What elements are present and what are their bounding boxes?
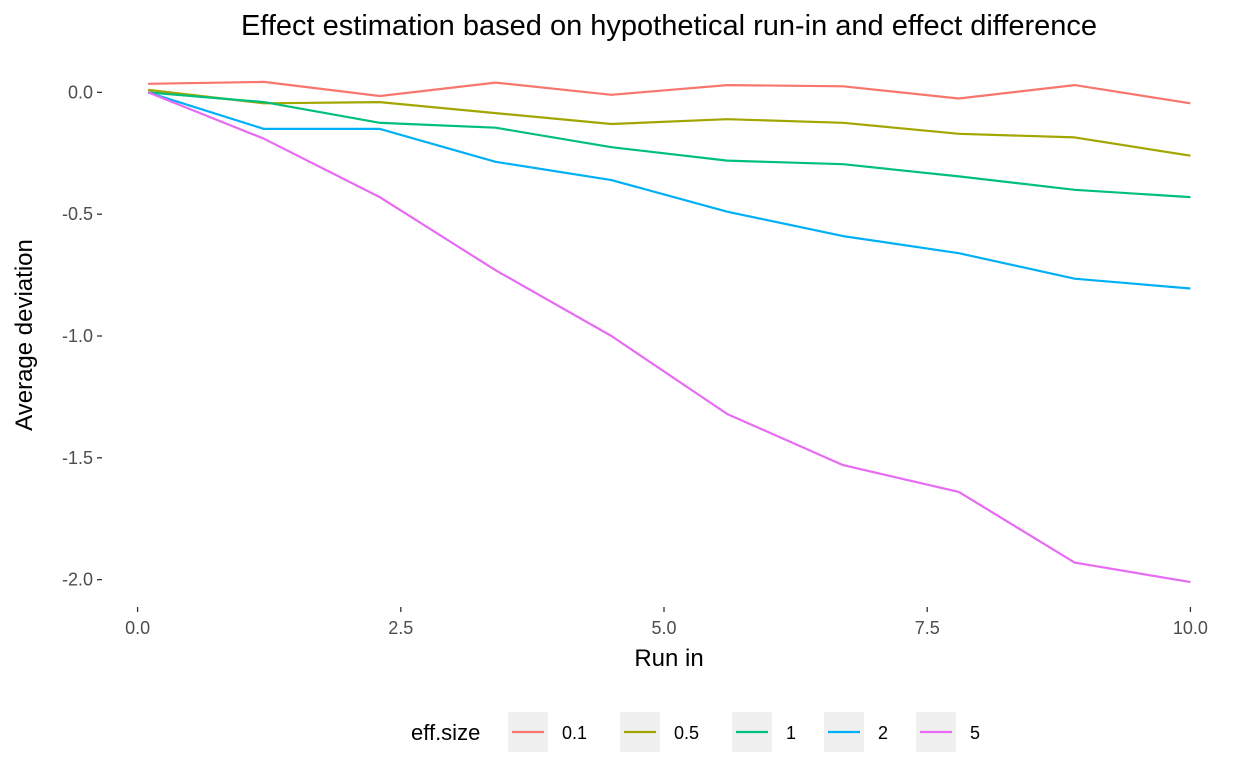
- series-line-0-5: [147, 88, 1191, 157]
- legend-item: 2: [824, 712, 888, 752]
- x-tick-label: 5.0: [651, 618, 676, 638]
- legend-label: 0.5: [674, 723, 699, 743]
- x-tick-label: 0.0: [125, 618, 150, 638]
- y-tick-label: -1.5: [62, 448, 93, 468]
- x-tick-label: 2.5: [388, 618, 413, 638]
- y-axis-title: Average deviation: [11, 239, 38, 431]
- legend-label: 5: [970, 723, 980, 743]
- x-axis-title: Run in: [634, 645, 703, 672]
- plot-area: [147, 80, 1191, 584]
- y-tick-label: -2.0: [62, 570, 93, 590]
- y-tick-label: -1.0: [62, 326, 93, 346]
- legend-title: eff.size: [411, 720, 480, 745]
- legend-item: 5: [916, 712, 980, 752]
- y-axis: 0.0 -0.5 -1.0 -1.5 -2.0: [62, 82, 102, 590]
- x-tick-label: 7.5: [915, 618, 940, 638]
- y-tick-label: -0.5: [62, 204, 93, 224]
- legend: eff.size 0.1 0.5 1 2 5: [411, 712, 980, 752]
- legend-label: 0.1: [562, 723, 587, 743]
- series-line-1: [148, 91, 1191, 199]
- series-line-2: [147, 91, 1191, 290]
- legend-label: 1: [786, 723, 796, 743]
- series-line-0-1: [148, 80, 1191, 105]
- legend-item: 0.1: [508, 712, 587, 752]
- x-tick-label: 10.0: [1173, 618, 1208, 638]
- legend-item: 1: [732, 712, 796, 752]
- y-tick-label: 0.0: [68, 82, 93, 102]
- legend-item: 0.5: [620, 712, 699, 752]
- chart-title: Effect estimation based on hypothetical …: [241, 10, 1097, 42]
- series-line-5: [147, 91, 1191, 584]
- legend-label: 2: [878, 723, 888, 743]
- x-axis: 0.0 2.5 5.0 7.5 10.0: [125, 607, 1208, 638]
